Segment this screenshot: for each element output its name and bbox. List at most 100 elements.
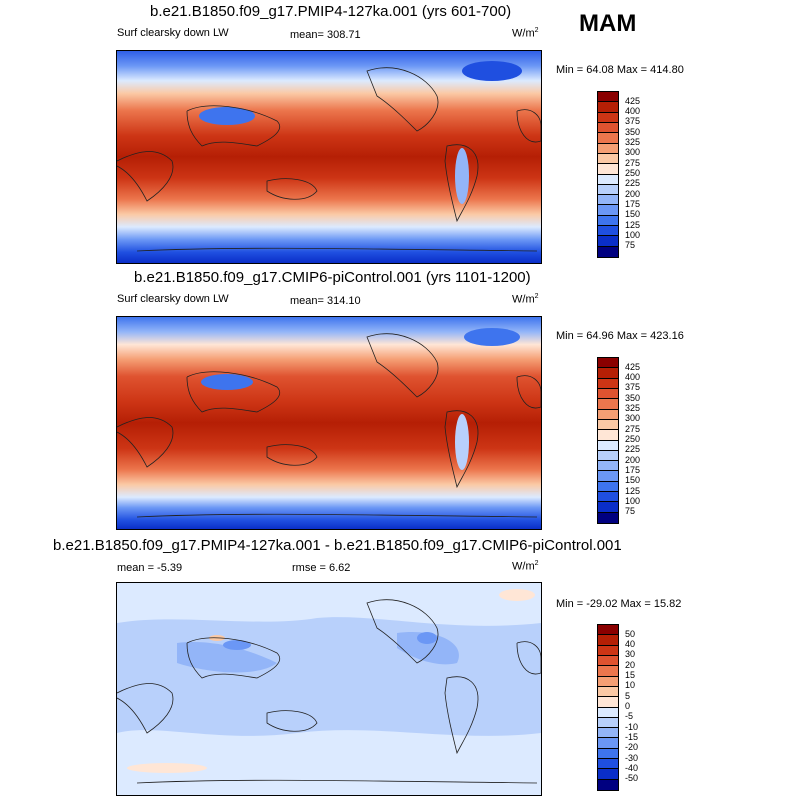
panel3-mean: mean = -5.39: [117, 562, 183, 574]
season-label: MAM: [579, 10, 637, 37]
panel2-field: [117, 317, 541, 529]
panel1-colorbar-label: 75: [625, 240, 636, 251]
panel2-colorbar-box: [598, 419, 618, 431]
panel1-units-sup: 2: [534, 27, 539, 34]
panel3-map: [116, 582, 542, 796]
panel3-colorbar-label: 20: [625, 659, 636, 670]
panel2-greenland-cold-anomaly: [464, 328, 520, 346]
panel3-colorbar-box: [598, 759, 618, 770]
panel3-colorbar-label: -30: [625, 752, 639, 763]
panel3-units-sup: 2: [534, 560, 539, 567]
panel3-colorbar-label: 10: [625, 680, 636, 691]
panel2-colorbar-label: 75: [625, 506, 636, 517]
panel2-colorbar-box: [598, 481, 618, 493]
panel3-colorbar-label: -20: [625, 742, 639, 753]
panel1-colorbar-label: 225: [625, 178, 641, 189]
panel2-units-sup: 2: [534, 293, 539, 300]
panel3-minmax: Min = -29.02 Max = 15.82: [556, 598, 682, 610]
panel2-colorbar-label: 300: [625, 413, 641, 424]
panel2-colorbar-box: [598, 450, 618, 462]
panel2-coastlines: [117, 333, 541, 518]
panel2-colorbar: [597, 357, 619, 524]
panel3-so-positive-1: [127, 763, 207, 773]
panel1-mean: mean= 308.71: [290, 29, 361, 41]
panel1-colorbar-box: [598, 246, 618, 257]
panel2-colorbar-box: [598, 502, 618, 513]
panel1-colorbar-label: 300: [625, 147, 641, 158]
panel2-colorbar-label: 125: [625, 485, 641, 496]
panel2-colorbar-box: [598, 399, 618, 410]
panel3-colorbar-label: -10: [625, 721, 639, 732]
panel2-minmax: Min = 64.96 Max = 423.16: [556, 330, 684, 342]
panel3-tropical-band: [117, 617, 541, 736]
panel2-colorbar-label: 250: [625, 434, 641, 444]
panel1-colorbar-box: [598, 122, 618, 134]
panel1-colorbar-box: [598, 195, 618, 206]
panel3-units: W/m2: [512, 560, 539, 573]
panel2-colorbar-label: 275: [625, 423, 641, 434]
panel1-greenland-cold-anomaly: [462, 61, 522, 81]
panel2-title: b.e21.B1850.f09_g17.CMIP6-piControl.001 …: [134, 269, 531, 286]
panel3-units-text: W/m: [512, 560, 535, 573]
panel2-colorbar-label: 175: [625, 464, 641, 475]
panel3-colorbar-box: [598, 717, 618, 729]
panel1-colorbar-label: 175: [625, 198, 641, 209]
panel2-colorbar-label: 350: [625, 392, 641, 403]
panel2-colorbar-label: 400: [625, 372, 641, 383]
panel3-tibet-negative: [223, 640, 251, 650]
panel1-colorbar-box: [598, 174, 618, 185]
panel3-colorbar-box: [598, 707, 618, 718]
panel2-variable: Surf clearsky down LW: [117, 293, 229, 305]
panel2-colorbar-label: 100: [625, 495, 641, 506]
panel3-coastlines: [117, 599, 541, 784]
panel2-colorbar-label: 200: [625, 454, 641, 465]
panel3-arctic-positive: [499, 589, 535, 601]
panel2-units-text: W/m: [512, 293, 535, 306]
panel3-colorbar-label: 30: [625, 649, 636, 660]
panel1-colorbar-label: 375: [625, 116, 641, 127]
panel2-tibet-cold-anomaly: [201, 374, 253, 390]
panel2-colorbar-box: [598, 409, 618, 420]
panel1-map: [116, 50, 542, 264]
panel1-variable: Surf clearsky down LW: [117, 27, 229, 39]
panel1-colorbar-label: 200: [625, 188, 641, 199]
panel1-colorbar: [597, 91, 619, 258]
panel1-colorbar-box: [598, 215, 618, 227]
panel3-title: b.e21.B1850.f09_g17.PMIP4-127ka.001 - b.…: [53, 537, 622, 554]
panel2-colorbar-box: [598, 471, 618, 482]
panel2-colorbar-box: [598, 512, 618, 523]
panel3-colorbar-label: 5: [625, 690, 631, 701]
panel3-colorbar-label: 15: [625, 670, 636, 681]
panel3-colorbar-box: [598, 625, 618, 636]
panel3-colorbar-box: [598, 697, 618, 708]
panel1-colorbar-label: 100: [625, 229, 641, 240]
panel3-colorbar-box: [598, 666, 618, 677]
panel1-colorbar-box: [598, 164, 618, 175]
panel3-colorbar-box: [598, 748, 618, 760]
panel1-colorbar-box: [598, 236, 618, 247]
panel3-americas-negative: [397, 632, 459, 665]
panel1-colorbar-box: [598, 133, 618, 144]
panel3-colorbar-box: [598, 779, 618, 790]
panel1-colorbar-box: [598, 226, 618, 237]
panel2-colorbar-box: [598, 461, 618, 472]
panel3-rmse: rmse = 6.62: [292, 562, 351, 574]
panel1-colorbar-label: 250: [625, 168, 641, 178]
panel2-colorbar-label: 150: [625, 475, 641, 486]
panel3-colorbar-label: -5: [625, 711, 634, 722]
panel2-colorbar-label: 375: [625, 382, 641, 393]
panel2-andes-cold-anomaly: [455, 414, 469, 470]
panel1-colorbar-box: [598, 102, 618, 113]
panel3-colorbar-box: [598, 635, 618, 646]
panel1-units: W/m2: [512, 27, 539, 40]
panel1-colorbar-box: [598, 92, 618, 103]
panel2-colorbar-box: [598, 388, 618, 400]
panel1-colorbar-label: 350: [625, 126, 641, 137]
panel1-colorbar-box: [598, 112, 618, 123]
panel1-colorbar-box: [598, 205, 618, 216]
panel2-colorbar-label: 325: [625, 403, 641, 414]
panel3-colorbar-box: [598, 728, 618, 739]
panel3-colorbar-box: [598, 769, 618, 780]
panel3-colorbar-label: 50: [625, 628, 636, 639]
panel1-colorbar-label: 325: [625, 137, 641, 148]
